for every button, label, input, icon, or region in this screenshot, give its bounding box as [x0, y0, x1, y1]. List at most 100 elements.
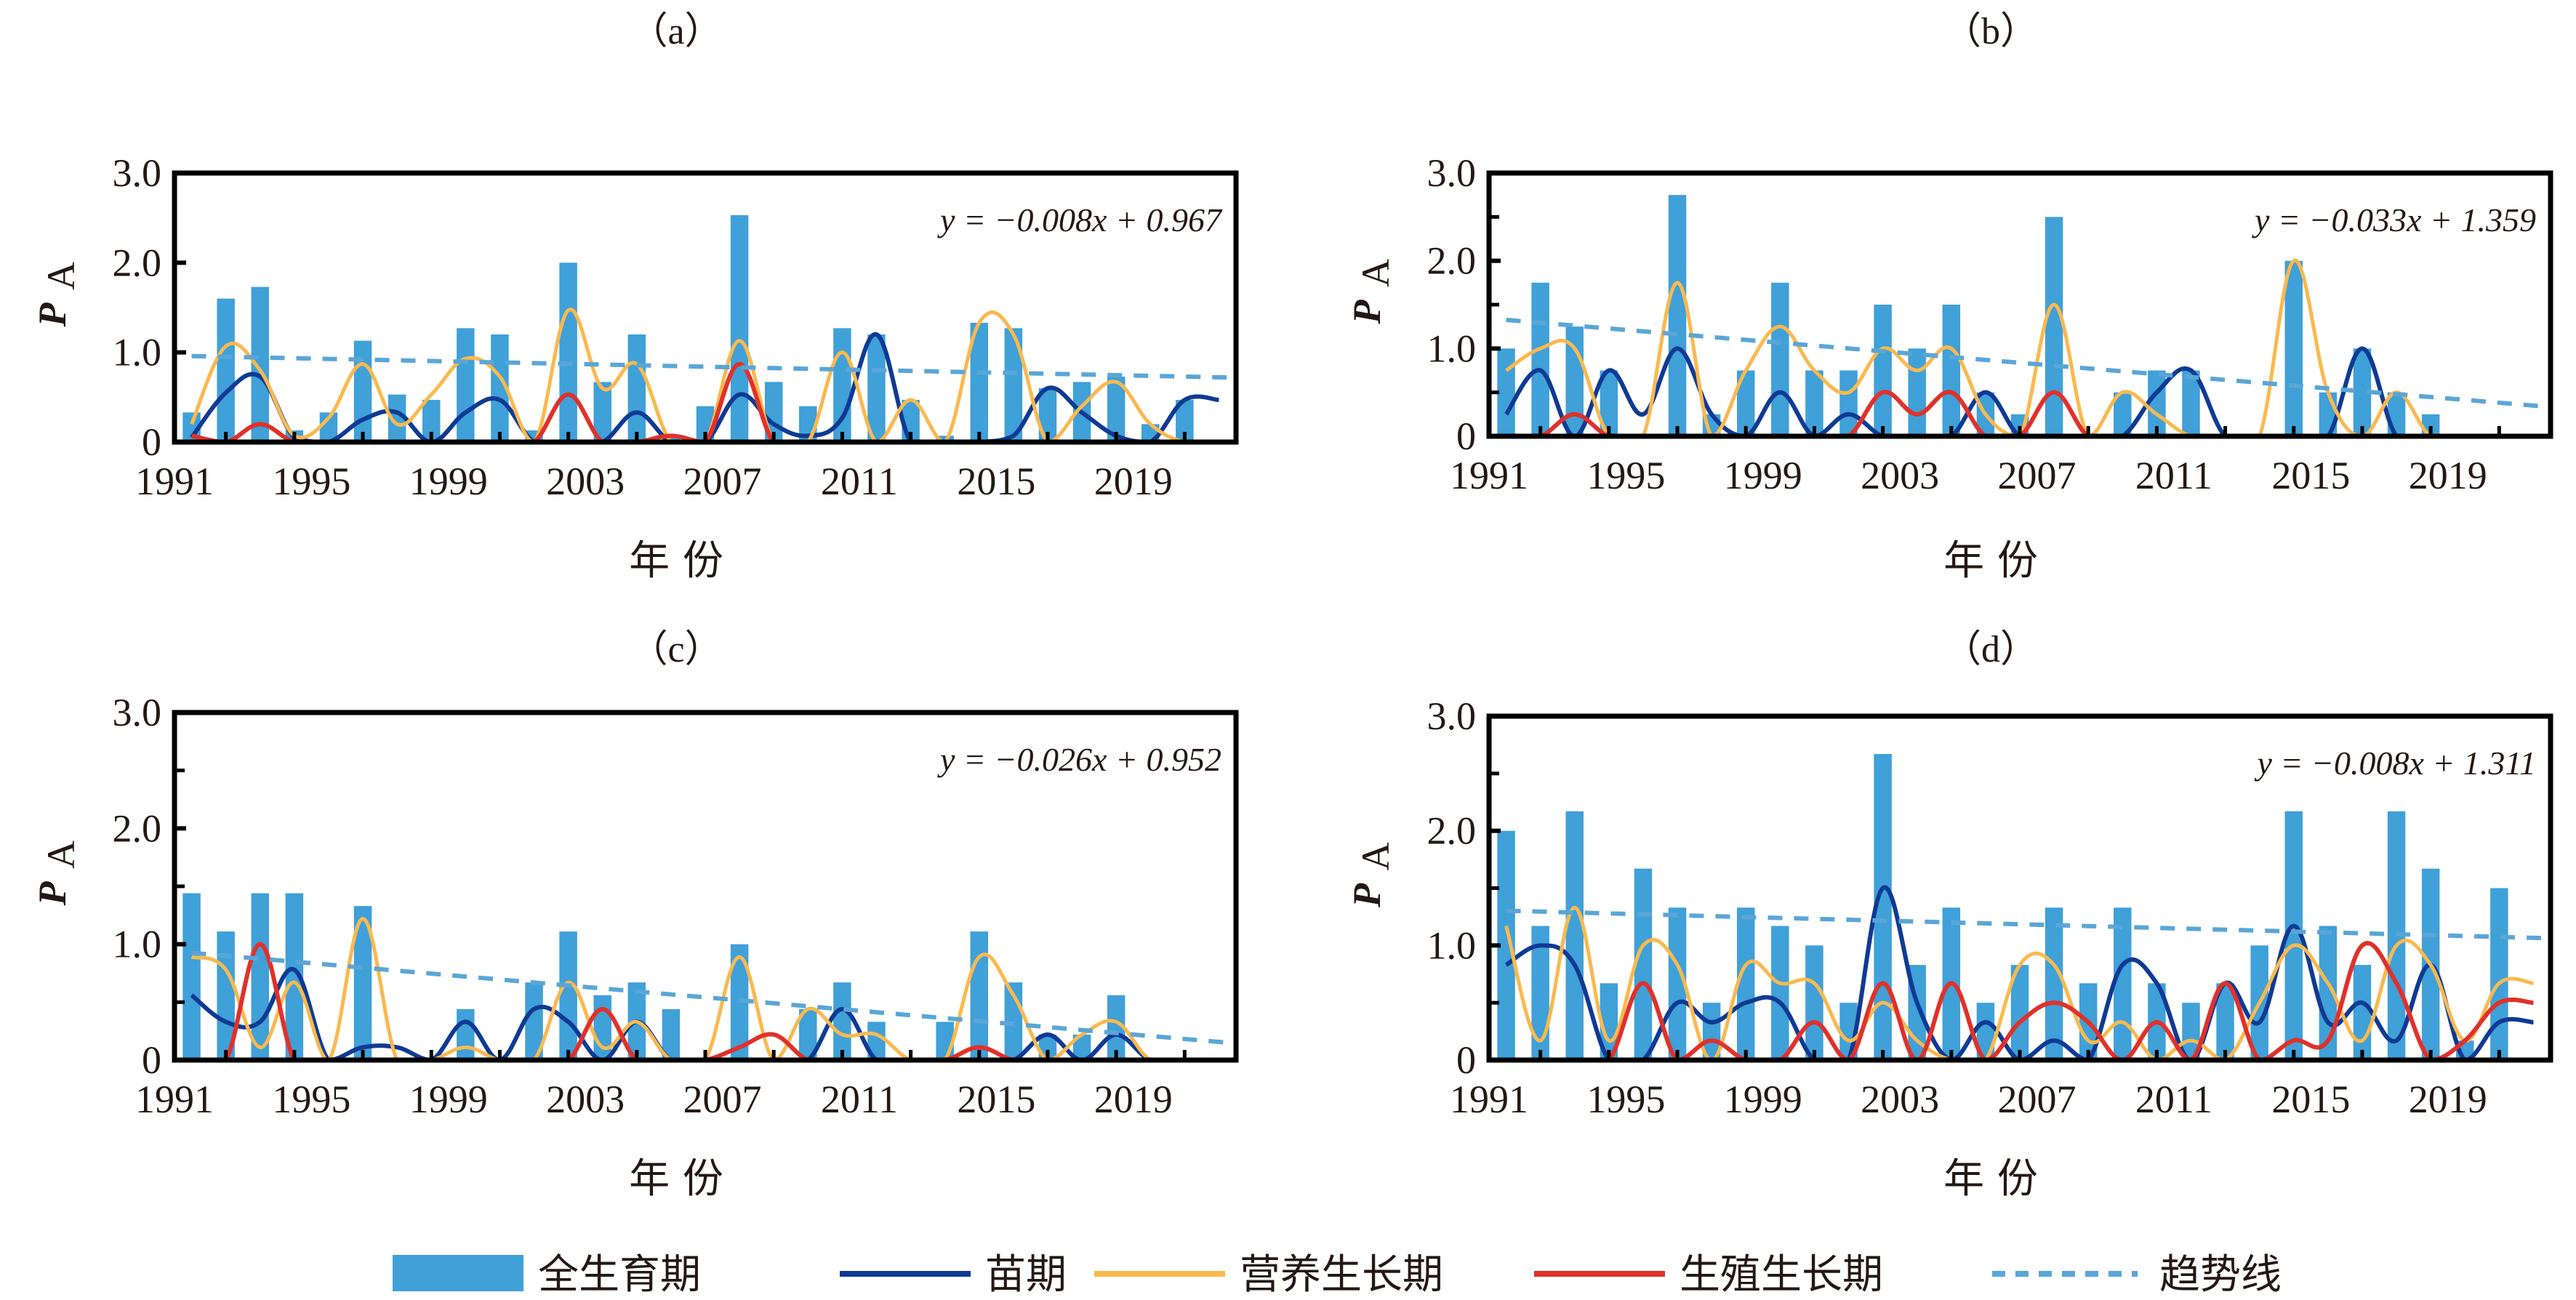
- bar: [2148, 370, 2166, 436]
- x-tick-label: 1995: [272, 1078, 350, 1121]
- bar: [559, 262, 577, 442]
- x-tick-label: 1999: [409, 460, 488, 503]
- bar: [457, 328, 475, 442]
- bar: [1874, 305, 1892, 436]
- series-line-seedling: [190, 332, 1219, 445]
- bar: [936, 1022, 954, 1060]
- legend: 全生育期 苗期 营养生长期 生殖生长期 趋势线: [393, 1251, 2282, 1299]
- panel-label: （b）: [1943, 11, 2038, 52]
- y-axis-title-main: P: [31, 302, 74, 328]
- trend-line: [191, 353, 1234, 380]
- bar: [867, 334, 886, 442]
- bar: [251, 893, 269, 1060]
- bar: [1805, 945, 1823, 1060]
- x-tick-label: 1999: [1724, 454, 1802, 497]
- bar: [457, 1008, 475, 1060]
- y-tick-label: 3.0: [113, 691, 162, 734]
- trend-equation: y = −0.008x + 1.311: [2254, 745, 2536, 782]
- y-tick-label: 3.0: [113, 151, 162, 195]
- y-tick-label: 2.0: [113, 241, 162, 284]
- x-tick-label: 1995: [1586, 1078, 1665, 1121]
- x-tick-label: 2015: [957, 1078, 1035, 1121]
- legend-item-trend: 趋势线: [1992, 1251, 2282, 1299]
- y-tick-label: 3.0: [1427, 694, 1477, 738]
- x-tick-label: 2003: [1861, 454, 1939, 497]
- x-tick-label: 2007: [1998, 454, 2077, 497]
- legend-swatch-bar: [393, 1255, 523, 1291]
- bar: [1668, 195, 1687, 436]
- y-axis-title-main: P: [31, 881, 74, 907]
- trend-equation: y = −0.008x + 0.967: [937, 201, 1223, 238]
- bar: [730, 214, 749, 442]
- legend-label: 趋势线: [2159, 1251, 2282, 1299]
- chart-panel-d: （d） 0 1.0 2.0 3.0 1991 1995 1999 2003 2007 2011 201…: [1345, 629, 2553, 1203]
- y-axis-title-sub: A: [39, 262, 83, 290]
- trend-equation: y = −0.033x + 1.359: [2252, 201, 2536, 238]
- x-tick-label: 2019: [2409, 1078, 2487, 1121]
- y-tick-label: 1.0: [1427, 326, 1477, 370]
- x-axis-title: 年 份: [1943, 1155, 2038, 1203]
- x-tick-label: 2007: [683, 460, 762, 503]
- bar: [2353, 965, 2372, 1060]
- y-axis-title: PA: [31, 262, 83, 328]
- y-axis-title: PA: [31, 840, 83, 907]
- bar: [2045, 217, 2063, 436]
- y-axis-title-main: P: [1345, 883, 1389, 908]
- y-tick-label: 0: [142, 1038, 161, 1082]
- x-tick-label: 2015: [957, 460, 1035, 503]
- y-tick-label: 3.0: [1427, 151, 1477, 195]
- legend-item-reproductive: 生殖生长期: [1534, 1251, 1883, 1299]
- bar: [1805, 370, 1823, 436]
- x-axis-title: 年 份: [629, 1155, 723, 1203]
- x-tick-label: 2011: [2135, 454, 2212, 497]
- bar: [627, 334, 646, 442]
- panel-label: （d）: [1943, 629, 2038, 670]
- x-tick-label: 2015: [2271, 454, 2350, 497]
- bar: [2045, 907, 2063, 1060]
- series-line-vegetative: [190, 917, 1219, 1062]
- x-tick-label: 1991: [1450, 454, 1528, 497]
- y-axis-title-sub: A: [1354, 843, 1397, 871]
- legend-label: 生殖生长期: [1680, 1251, 1883, 1299]
- bar: [1634, 868, 1653, 1060]
- series-line-reproductive: [191, 942, 1219, 1062]
- series-line-vegetative: [1505, 259, 2534, 438]
- bar: [2284, 260, 2303, 436]
- y-tick-label: 2.0: [113, 806, 162, 850]
- x-tick-label: 2003: [1861, 1078, 1939, 1121]
- x-tick-label: 2003: [546, 460, 625, 503]
- legend-label: 营养生长期: [1240, 1251, 1443, 1299]
- trend-line: [191, 950, 1234, 1046]
- y-tick-label: 0: [1456, 1038, 1476, 1082]
- series-line-vegetative: [1504, 905, 2534, 1062]
- y-axis-title-sub: A: [1354, 259, 1397, 287]
- bar: [970, 931, 989, 1060]
- x-tick-label: 2019: [1094, 1078, 1173, 1121]
- bar: [1565, 811, 1584, 1060]
- y-axis-title-sub: A: [39, 840, 83, 869]
- legend-item-seedling: 苗期: [840, 1251, 1067, 1299]
- bar: [593, 995, 611, 1060]
- y-tick-label: 2.0: [1427, 809, 1477, 853]
- x-tick-label: 2007: [683, 1078, 762, 1121]
- bar: [1771, 282, 1789, 436]
- bar: [559, 931, 577, 1060]
- x-tick-label: 1991: [135, 460, 214, 503]
- y-tick-label: 0: [1456, 414, 1476, 458]
- x-tick-label: 1995: [272, 460, 350, 503]
- legend-item-vegetative: 营养生长期: [1094, 1251, 1443, 1299]
- bar: [2490, 888, 2508, 1060]
- x-tick-label: 2011: [821, 460, 898, 503]
- x-tick-label: 2011: [2135, 1078, 2212, 1121]
- chart-panel-b: （b） 0 1.0 2.0 3.0 1991 1995 1999 2003 2007 2011 201…: [1345, 11, 2553, 585]
- bar: [2387, 392, 2406, 436]
- bar: [1771, 926, 1789, 1060]
- x-tick-label: 1991: [1450, 1078, 1528, 1121]
- y-tick-label: 0: [142, 420, 161, 464]
- y-tick-label: 2.0: [1427, 239, 1477, 283]
- panel-label: （c）: [630, 629, 722, 670]
- x-tick-label: 2003: [546, 1078, 625, 1121]
- y-tick-label: 1.0: [1427, 923, 1477, 967]
- bar: [182, 893, 201, 1060]
